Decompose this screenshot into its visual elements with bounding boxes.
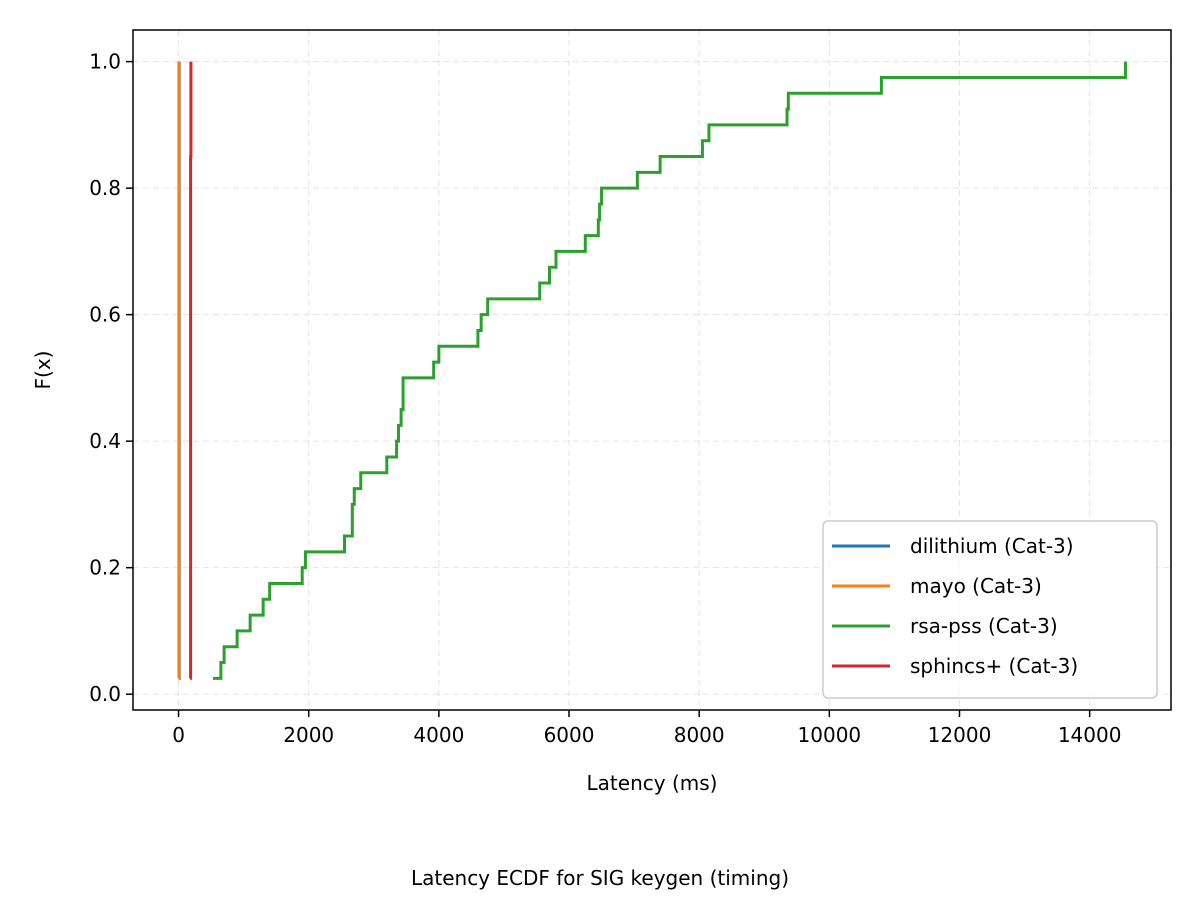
series-line-sphincs (189, 61, 193, 680)
x-tick-label: 6000 (544, 723, 595, 747)
chart-title: Latency ECDF for SIG keygen (timing) (410, 866, 790, 890)
plot-series (177, 61, 1127, 680)
x-tick-label: 12000 (928, 723, 992, 747)
x-tick-label: 2000 (283, 723, 334, 747)
y-axis-label: F(x) (31, 351, 55, 390)
y-tick-label: 0.0 (89, 682, 121, 706)
legend-box (822, 520, 1158, 699)
axes-frame (132, 29, 1172, 711)
x-tick-label: 14000 (1058, 723, 1122, 747)
legend-entry: sphincs+ (Cat-3) (910, 654, 1078, 678)
y-tick-label: 0.8 (89, 176, 121, 200)
x-tick-label: 8000 (674, 723, 725, 747)
legend-entry: rsa-pss (Cat-3) (910, 614, 1058, 638)
series-line-rsapss (213, 61, 1127, 680)
y-tick-label: 0.4 (89, 429, 121, 453)
legend-entry: mayo (Cat-3) (910, 574, 1042, 598)
y-tick-label: 0.2 (89, 556, 121, 580)
legend-entry: dilithium (Cat-3) (910, 534, 1074, 558)
legend: dilithium (Cat-3) mayo (Cat-3) rsa-pss (Ca… (822, 520, 1158, 699)
x-axis-ticks: 0 2000 4000 6000 8000 10000 12000 14000 (172, 710, 1121, 747)
x-tick-label: 4000 (413, 723, 464, 747)
y-axis-ticks: 0.0 0.2 0.4 0.6 0.8 1.0 (89, 50, 133, 706)
x-tick-label: 0 (172, 723, 185, 747)
x-axis-label: Latency (ms) (587, 771, 718, 795)
y-tick-label: 0.6 (89, 303, 121, 327)
y-tick-label: 1.0 (89, 50, 121, 74)
x-tick-label: 10000 (798, 723, 862, 747)
